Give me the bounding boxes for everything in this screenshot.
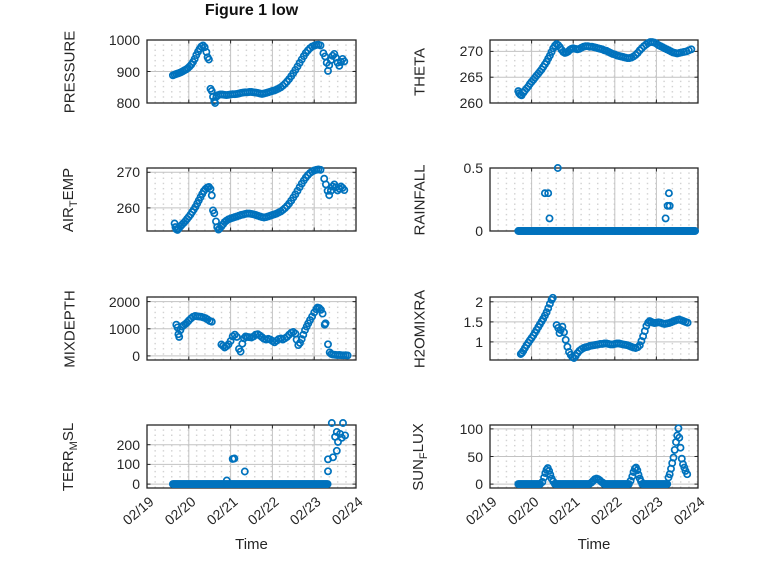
y-tick-label: 260 [116,199,140,216]
plot-area-PRESSURE [146,39,357,107]
subplot-pressure: 800 900 1000 PRESSURE [62,30,357,113]
y-tick-label: 200 [116,436,140,453]
y-tick-label: 1000 [108,320,140,337]
y-axis-label-pressure: PRESSURE [61,30,79,113]
x-tick-label: 02/24 [328,493,366,529]
y-axis-label-theta: THETA [411,47,429,96]
plot-area-SUN_FLUX [489,424,699,489]
y-tick-label: 0 [475,223,483,239]
ylabel-subscript: M [68,440,80,450]
x-tick-label: 02/22 [244,493,283,529]
subplot-mixdepth: 0 1000 2000 MIXDEPTH [62,290,357,367]
y-tick-label: 1.5 [463,313,483,330]
y-axis-label-sun_flux: SUNFLUX [410,422,430,491]
y-tick-label: 1000 [108,32,140,48]
y-tick-label: 0 [475,476,483,493]
y-axis-label-h2omixra: H2OMIXRA [411,289,429,368]
subplot-air-temp: 260 270 AIRTEMP [60,165,357,234]
subplot-terr-msl: 0 100 200 TERRMSL 02/19 02/20 02/21 02/22 02/23 0… [60,419,366,553]
subplot-rainfall: 0 0.5 RAINFALL [412,161,700,238]
y-tick-label: 50 [467,448,483,465]
x-tick-label: 02/21 [545,493,583,529]
x-tick-label: 02/24 [670,493,708,529]
x-tick-label: 02/20 [504,493,542,529]
subplot-sun-flux: 0 50 100 SUNFLUX 02/19 02/20 02/21 02/22 02/23 02… [410,422,708,553]
y-axis-label-air_temp: AIRTEMP [60,167,80,232]
plot-area-H2OMIXRA [489,293,699,362]
x-tick-label: 02/20 [161,493,199,529]
x-axis-label: Time [577,536,611,553]
plot-area-MIXDEPTH [146,296,357,361]
y-tick-label: 0 [132,347,140,364]
plot-area-THETA [489,38,699,104]
y-tick-label: 1 [475,333,483,350]
ylabel-subscript: T [68,199,80,207]
y-tick-label: 0 [132,476,140,493]
y-tick-label: 265 [459,69,483,86]
y-tick-label: 100 [116,456,140,473]
subplot-theta: 260 265 270 THETA [412,38,699,110]
plot-area-AIR_TEMP [146,165,357,234]
x-tick-label: 02/22 [587,493,625,529]
y-tick-label: 100 [459,420,483,437]
y-tick-label: 260 [459,95,483,111]
y-tick-label: 800 [116,95,140,111]
x-tick-label: 02/19 [462,493,500,529]
y-tick-label: 270 [116,164,140,181]
y-tick-label: 0.5 [463,160,483,176]
x-tick-label: 02/23 [628,493,667,529]
subplot-h2omixra: 1 1.5 2 H2OMIXRA [412,289,699,368]
y-tick-label: 2 [475,293,483,310]
y-axis-label-rainfall: RAINFALL [411,164,429,235]
y-axis-label-terr_msl: TERRMSL [60,422,80,491]
x-axis-label: Time [235,536,268,553]
y-tick-label: 2000 [108,293,140,310]
x-tick-label: 02/21 [203,493,241,529]
plot-area-RAINFALL [489,164,700,235]
y-tick-label: 900 [116,63,140,80]
x-tick-label: 02/23 [286,493,324,529]
ylabel-subscript: F [418,451,430,459]
y-tick-label: 270 [459,43,483,60]
x-tick-label: 02/19 [119,493,157,529]
plot-area-TERR_MSL [146,419,357,489]
figure-title: Figure 1 low [204,2,299,19]
y-axis-label-mixdepth: MIXDEPTH [61,289,79,368]
